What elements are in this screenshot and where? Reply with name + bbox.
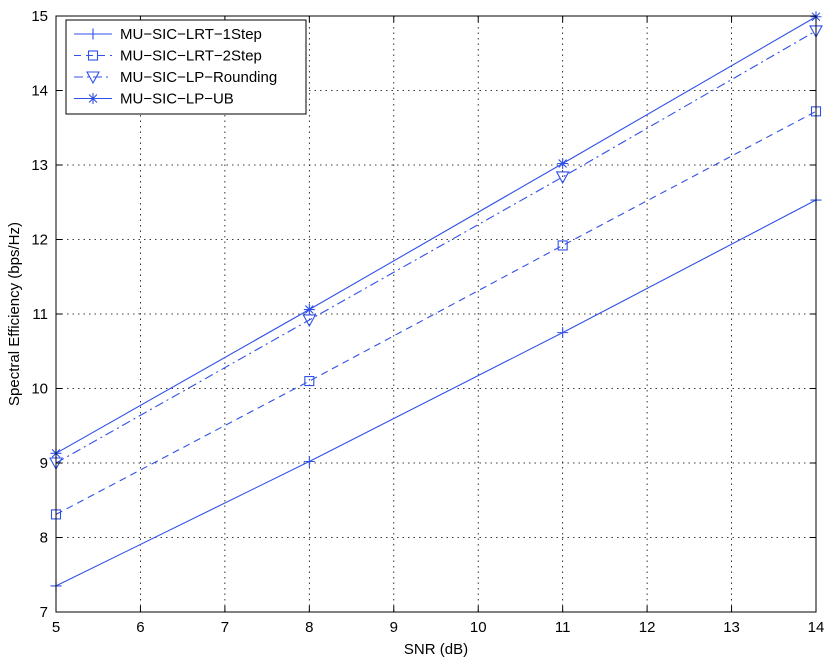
x-tick-label: 9 bbox=[390, 619, 398, 636]
series-line bbox=[55, 16, 817, 454]
data-point-marker bbox=[87, 93, 99, 104]
data-point-marker bbox=[304, 375, 315, 387]
x-tick-label: 8 bbox=[305, 619, 313, 636]
series-line bbox=[55, 30, 817, 464]
legend-item: MU−SIC−LRT−1Step bbox=[74, 26, 262, 43]
legend-label: MU−SIC−LP−Rounding bbox=[120, 69, 277, 86]
data-point-marker bbox=[86, 71, 100, 85]
x-tick-label: 13 bbox=[723, 619, 740, 636]
y-tick-label: 9 bbox=[40, 455, 48, 472]
legend-label: MU−SIC−LRT−1Step bbox=[120, 26, 262, 43]
x-tick-label: 12 bbox=[639, 619, 656, 636]
axis-ticks: 5 6 7 8 9 10 11 12 13 14 7 8 9 10 11 12 13 14 15 bbox=[31, 8, 824, 636]
y-tick-label: 12 bbox=[31, 232, 48, 249]
x-axis-label: SNR (dB) bbox=[404, 641, 468, 658]
x-tick-label: 7 bbox=[221, 619, 229, 636]
data-point-marker bbox=[87, 50, 99, 61]
y-tick-label: 14 bbox=[31, 83, 48, 100]
legend-item: MU−SIC−LP−Rounding bbox=[74, 69, 277, 86]
y-tick-label: 15 bbox=[31, 8, 48, 25]
data-point-marker bbox=[87, 28, 99, 40]
x-tick-label: 10 bbox=[470, 619, 487, 636]
y-axis-label: Spectral Efficiency (bps/Hz) bbox=[6, 222, 23, 406]
data-point-marker bbox=[557, 158, 569, 170]
data-point-marker bbox=[557, 327, 569, 339]
data-point-marker bbox=[303, 456, 315, 468]
y-tick-label: 13 bbox=[31, 157, 48, 174]
x-tick-label: 11 bbox=[555, 619, 571, 636]
data-point-marker bbox=[555, 171, 570, 185]
y-tick-label: 10 bbox=[31, 381, 48, 398]
legend-item: MU−SIC−LRT−2Step bbox=[74, 48, 262, 65]
y-tick-label: 11 bbox=[32, 306, 48, 323]
legend-item: MU−SIC−LP−UB bbox=[74, 91, 234, 108]
data-point-marker bbox=[557, 240, 568, 251]
data-point-marker bbox=[303, 304, 315, 316]
legend-label: MU−SIC−LP−UB bbox=[120, 91, 234, 108]
legend: MU−SIC−LRT−1Step MU−SIC−LRT−2Step MU−SIC−L… bbox=[65, 19, 307, 115]
y-tick-label: 7 bbox=[40, 604, 48, 621]
series-line bbox=[55, 199, 817, 587]
x-tick-label: 6 bbox=[136, 619, 144, 636]
grid bbox=[56, 16, 816, 612]
y-tick-label: 8 bbox=[40, 530, 48, 547]
x-tick-label: 5 bbox=[52, 619, 60, 636]
x-tick-label: 14 bbox=[808, 619, 825, 636]
legend-label: MU−SIC−LRT−2Step bbox=[120, 48, 262, 65]
